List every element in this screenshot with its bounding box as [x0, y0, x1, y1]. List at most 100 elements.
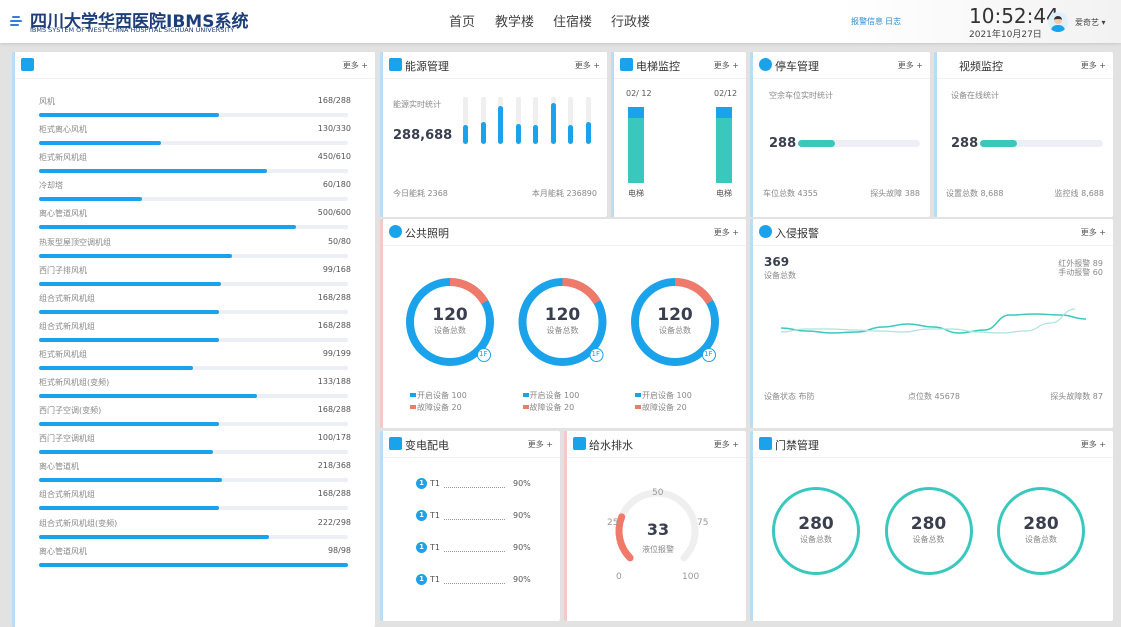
- hvac-icon: [21, 58, 34, 71]
- intrusion-panel: 入侵报警 更多 + 369 设备总数 红外报警 89 手动报警 60 设备状态 布…: [750, 219, 1113, 428]
- elevator-bar-fill: [628, 117, 644, 183]
- transformer-value: 90%: [513, 511, 531, 520]
- hvac-item-label: 风机: [39, 97, 55, 106]
- elevator-bar: [716, 107, 732, 183]
- progress-fill: [39, 506, 220, 511]
- hvac-item-value: 99/199: [322, 348, 351, 358]
- gauge-fill: [615, 513, 634, 562]
- more-button[interactable]: 更多 +: [574, 61, 600, 70]
- floor-badge[interactable]: [477, 348, 491, 362]
- point-count: 点位数 45678: [908, 392, 960, 401]
- menu-icon[interactable]: [10, 16, 22, 28]
- legend-on-swatch: [410, 393, 416, 397]
- parking-fault: 探头故障 388: [870, 189, 920, 198]
- floor-badge[interactable]: [589, 348, 604, 362]
- lighting-donuts: [406, 278, 719, 366]
- parking-panel: 停车管理 更多 + 空余车位实时统计 288 车位总数 4355 探头故障 388: [750, 52, 930, 217]
- transformer-badge: 1: [416, 478, 427, 489]
- more-button[interactable]: 更多 +: [713, 440, 739, 449]
- access-total: 280: [798, 514, 834, 534]
- panel-title: 视频监控: [959, 60, 1003, 73]
- access-ring: [884, 487, 973, 575]
- hvac-item-label: 柜式新风机组: [39, 349, 87, 359]
- log-link[interactable]: 日志: [885, 17, 901, 26]
- progress-fill: [39, 281, 221, 286]
- hvac-item-label: 离心管道风机: [39, 546, 87, 556]
- hvac-item-value: 168/288: [317, 320, 351, 330]
- more-button[interactable]: 更多 +: [342, 61, 368, 70]
- panel-title: 变电配电: [405, 439, 449, 452]
- access-caption: 设备总数: [800, 535, 832, 544]
- energy-bar: [515, 97, 521, 144]
- access-caption: 设备总数: [912, 535, 945, 544]
- nav-admin-building[interactable]: 行政楼: [611, 15, 651, 30]
- elevator-label: 电梯: [628, 189, 644, 198]
- gauge-tick: 50: [652, 488, 664, 498]
- legend-fault-swatch: [522, 405, 529, 409]
- video-value: 288: [951, 136, 979, 151]
- more-button[interactable]: 更多 +: [1080, 228, 1106, 237]
- progress-fill: [39, 253, 233, 258]
- energy-month: 本月能耗 236890: [531, 189, 597, 198]
- water-level-gauge: [615, 489, 699, 562]
- hvac-item-progress: [39, 534, 348, 539]
- energy-bar-fill: [585, 121, 591, 144]
- hvac-item-label: 组合式新风机组(变频): [39, 518, 118, 528]
- progress-fill: [39, 562, 348, 567]
- clock: 10:52:44: [969, 4, 1059, 28]
- more-button[interactable]: 更多 +: [897, 61, 923, 70]
- hvac-item-label: 柜式离心风机: [39, 125, 87, 135]
- gauge-caption: 液位报警: [642, 545, 674, 554]
- parking-value: 288: [769, 136, 797, 151]
- floor-badge-label: 1F: [479, 350, 488, 358]
- nav-dormitory[interactable]: 住宿楼: [553, 15, 593, 30]
- power-panel: 变电配电 更多 + 1 T1 90% 1 T1 90% 1 T1 90% 1 T1 90%: [380, 431, 560, 621]
- hvac-item-value: 60/180: [322, 180, 351, 190]
- donut-fault-segment: [406, 278, 494, 366]
- hvac-item-value: 222/298: [317, 517, 351, 527]
- donut-total: 120: [544, 305, 581, 325]
- dotted-leader: [444, 487, 505, 488]
- hvac-item-progress: [39, 422, 348, 427]
- progress-fill: [39, 394, 258, 398]
- video-panel: 视频监控 更多 + 设备在线统计 288 设置总数 8,688 监控线 8,688: [934, 52, 1113, 217]
- more-button[interactable]: 更多 +: [527, 440, 553, 449]
- avatar[interactable]: [1048, 12, 1068, 32]
- floor-badge[interactable]: [702, 348, 716, 362]
- more-button[interactable]: 更多 +: [1080, 61, 1106, 70]
- donut-caption: 设备总数: [546, 326, 579, 335]
- elevator-label: 电梯: [716, 189, 732, 198]
- water-tower-icon: [573, 437, 586, 450]
- access-total: 280: [1023, 514, 1059, 534]
- energy-bar: [533, 97, 538, 144]
- nav-teaching-building[interactable]: 教学楼: [495, 15, 535, 30]
- hvac-item-value: 168/288: [317, 292, 351, 302]
- access-ring: [772, 487, 860, 575]
- access-ring: [997, 487, 1085, 575]
- panel-title: 入侵报警: [775, 227, 819, 240]
- hvac-item-label: 组合式新风机组: [39, 490, 95, 500]
- more-button[interactable]: 更多 +: [1080, 440, 1106, 449]
- user-menu[interactable]: 爱奇艺 ▾: [1075, 18, 1106, 27]
- progress-fill: [39, 365, 193, 370]
- device-status: 设备状态 布防: [764, 392, 815, 401]
- more-button[interactable]: 更多 +: [713, 228, 739, 237]
- alarm-info-link[interactable]: 报警信息: [851, 17, 883, 26]
- more-button[interactable]: 更多 +: [713, 61, 739, 70]
- gauge-tick: 75: [697, 518, 709, 528]
- nav-home[interactable]: 首页: [449, 15, 476, 30]
- panel-title: 能源管理: [405, 60, 449, 73]
- hvac-item-progress: [39, 253, 348, 258]
- hvac-item-progress: [39, 562, 348, 567]
- app-title: 四川大学华西医院IBMS系统: [30, 12, 249, 32]
- elevator-count: 02/ 12: [626, 89, 652, 98]
- monitor-icon: [389, 58, 402, 71]
- progress-fill: [39, 309, 220, 314]
- hvac-panel: 更多 + 风机 168/288 柜式离心风机 130/330 柜式新风机组 450/610…: [12, 52, 375, 627]
- hvac-item-progress: [39, 225, 348, 230]
- hvac-item-label: 组合式新风机组: [39, 293, 95, 303]
- energy-bar: [498, 97, 503, 144]
- legend-on: 开启设备 100: [529, 391, 580, 400]
- progress-fill: [39, 169, 268, 174]
- video-total: 设置总数 8,688: [946, 189, 1004, 198]
